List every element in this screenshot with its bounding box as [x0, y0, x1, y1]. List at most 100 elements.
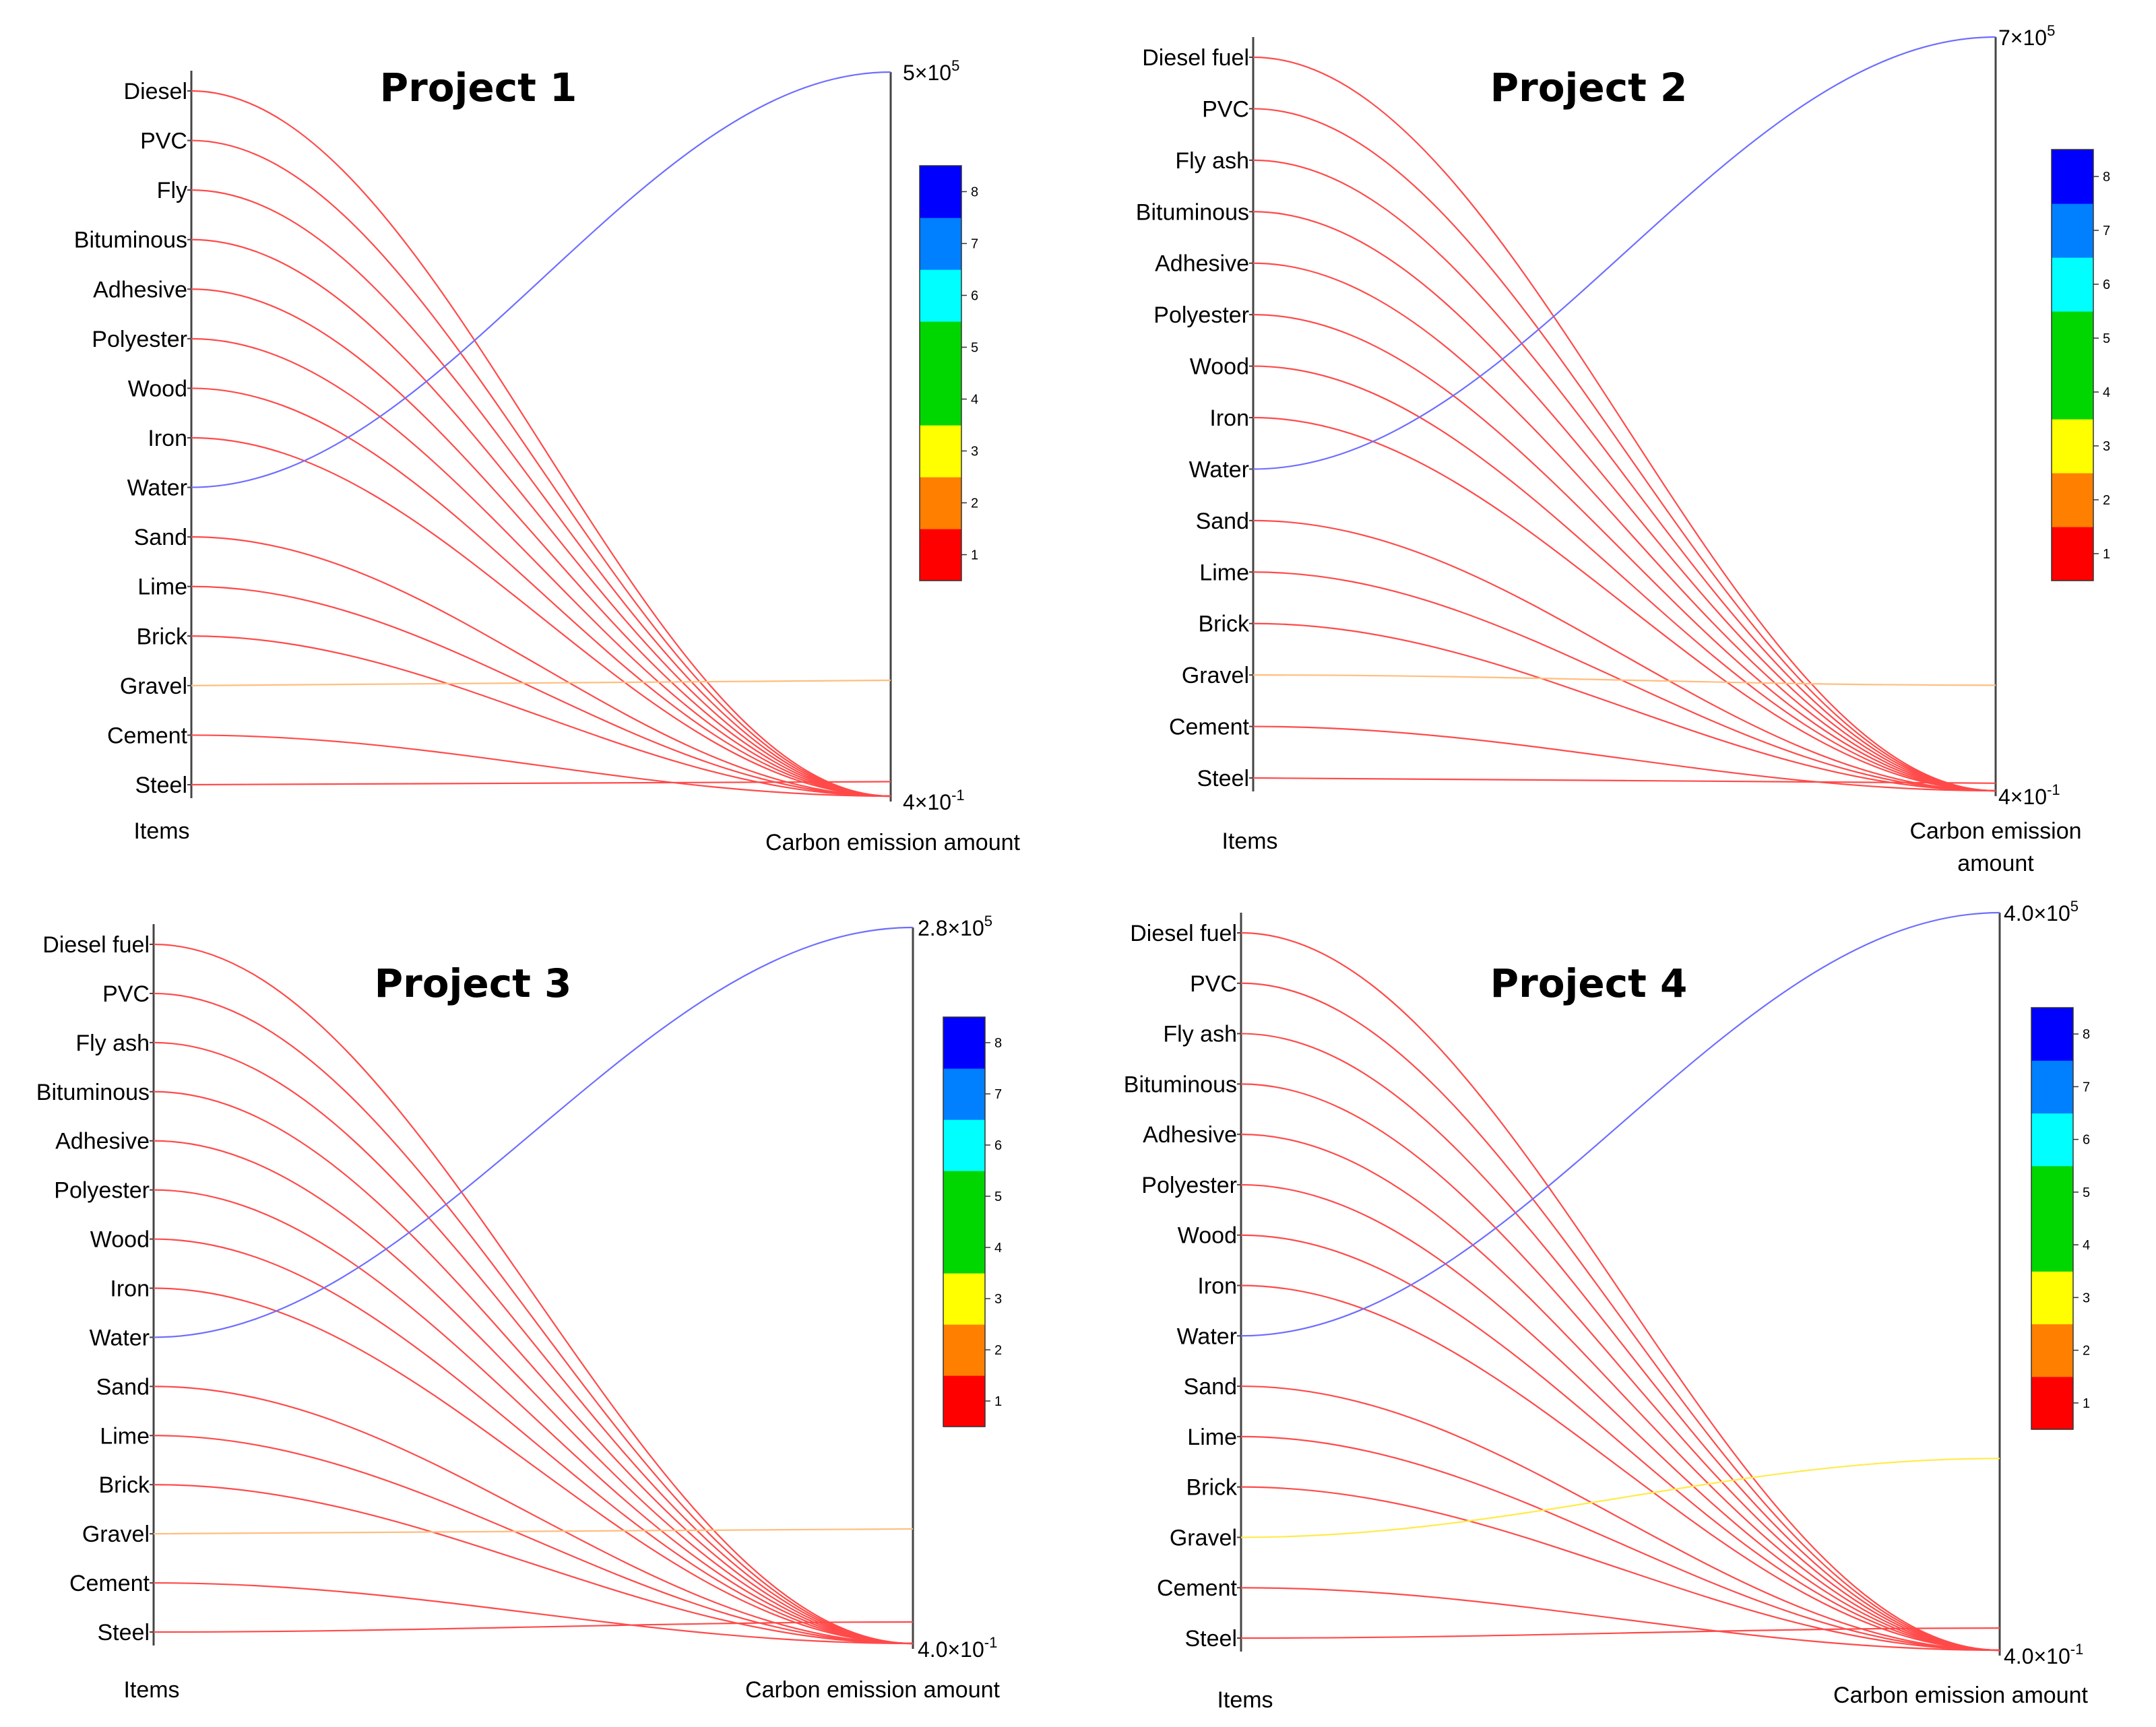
- line-pvc: [1253, 108, 1996, 792]
- item-label-adhesive: Adhesive: [93, 277, 187, 302]
- colorbar-tick-label: 3: [994, 1292, 1002, 1307]
- colorbar-segment: [2031, 1113, 2073, 1167]
- colorbar-tick-label: 2: [994, 1343, 1002, 1358]
- max-value-label: 2.8×105: [918, 913, 992, 940]
- colorbar-tick-label: 6: [971, 289, 978, 304]
- colorbar-segment: [2052, 473, 2093, 527]
- item-label-polyester: Polyester: [1141, 1173, 1237, 1198]
- colorbar-tick-label: 8: [2103, 170, 2110, 185]
- project-4-panel: Diesel fuel PVC Fly ash Bituminous Adhesive P…: [1124, 898, 2090, 1713]
- colorbar-segment: [2052, 419, 2093, 474]
- colorbar: 1 2 3 4 5 6 7 8: [2031, 1007, 2090, 1430]
- line-water: [1253, 36, 1996, 470]
- item-label-fly-ash: Fly ash: [1163, 1022, 1237, 1047]
- colorbar-tick-label: 5: [2103, 331, 2110, 346]
- item-label-bituminous: Bituminous: [1124, 1072, 1237, 1097]
- colorbar-segment: [943, 1171, 985, 1223]
- line-cement: [1253, 725, 1996, 792]
- line-sand: [153, 1386, 914, 1645]
- colorbar: 1 2 3 4 5 6 7 8: [919, 165, 978, 581]
- emission-axis-label: Carbon emission amount: [745, 1677, 1001, 1703]
- item-label-fly-ash: Fly ash: [75, 1031, 150, 1056]
- line-bituminous: [1240, 1083, 2000, 1652]
- line-diesel-fuel: [153, 943, 914, 1645]
- colorbar-segment: [2031, 1218, 2073, 1272]
- colorbar-tick-label: 8: [994, 1036, 1002, 1051]
- item-label-adhesive: Adhesive: [1155, 251, 1249, 277]
- colorbar-segment: [2031, 1060, 2073, 1114]
- line-diesel-fuel: [1253, 56, 1996, 792]
- item-label-diesel: Diesel: [124, 79, 187, 104]
- line-pvc: [191, 139, 891, 797]
- line-sand: [1253, 519, 1996, 792]
- item-label-pvc: PVC: [140, 129, 187, 154]
- emission-axis-label: Carbon emission: [1909, 818, 2081, 844]
- line-lime: [191, 585, 891, 797]
- colorbar-segment: [943, 1017, 985, 1069]
- line-cement: [191, 734, 891, 797]
- line-polyester: [191, 337, 891, 797]
- line-bituminous: [191, 238, 891, 797]
- item-label-wood: Wood: [1178, 1223, 1237, 1249]
- colorbar-segment: [2052, 257, 2093, 312]
- line-wood: [153, 1238, 914, 1645]
- item-label-gravel: Gravel: [120, 674, 187, 699]
- item-label-diesel-fuel: Diesel fuel: [42, 932, 150, 958]
- colorbar-segment: [943, 1273, 985, 1325]
- min-value-label: 4.0×10-1: [918, 1634, 997, 1662]
- item-label-gravel: Gravel: [82, 1522, 150, 1547]
- item-label-wood: Wood: [90, 1227, 150, 1253]
- colorbar-segment: [943, 1222, 985, 1274]
- line-iron: [191, 436, 891, 797]
- colorbar-tick-label: 1: [2103, 547, 2110, 562]
- line-fly: [191, 189, 891, 797]
- colorbar-segment: [920, 218, 961, 270]
- chart-title: Project 1: [380, 65, 577, 110]
- colorbar-tick-label: 7: [971, 237, 978, 252]
- colorbar: 1 2 3 4 5 6 7 8: [2051, 149, 2110, 581]
- line-brick: [1253, 622, 1996, 792]
- item-label-water: Water: [90, 1325, 150, 1350]
- items-axis-label: Items: [1222, 828, 1277, 854]
- project-3-panel: Diesel fuel PVC Fly ash Bituminous Adhesive P…: [36, 913, 1002, 1703]
- colorbar-segment: [2052, 150, 2093, 204]
- colorbar-tick-label: 4: [2103, 385, 2110, 400]
- item-label-polyester: Polyester: [1153, 302, 1249, 328]
- colorbar-segment: [2031, 1376, 2073, 1430]
- item-label-cement: Cement: [69, 1571, 150, 1596]
- colorbar-segment: [943, 1324, 985, 1376]
- line-iron: [1253, 416, 1996, 792]
- item-label-bituminous: Bituminous: [74, 228, 187, 253]
- line-bituminous: [1253, 211, 1996, 792]
- item-label-water: Water: [1189, 457, 1249, 482]
- colorbar-tick-label: 1: [2083, 1396, 2090, 1411]
- line-wood: [1240, 1234, 2000, 1652]
- chart-title: Project 2: [1490, 65, 1688, 110]
- line-lime: [1253, 571, 1996, 792]
- item-label-steel: Steel: [98, 1620, 150, 1645]
- item-label-steel: Steel: [135, 773, 188, 798]
- line-diesel: [191, 90, 891, 797]
- item-label-adhesive: Adhesive: [1143, 1122, 1237, 1148]
- colorbar-tick-label: 6: [2103, 278, 2110, 292]
- colorbar-tick-label: 1: [994, 1394, 1002, 1409]
- item-label-brick: Brick: [98, 1472, 150, 1498]
- line-lime: [1240, 1435, 2000, 1652]
- item-label-brick: Brick: [1186, 1475, 1238, 1501]
- colorbar-segment: [920, 477, 961, 529]
- line-pvc: [153, 992, 914, 1645]
- colorbar-tick-label: 6: [994, 1138, 1002, 1153]
- colorbar-segment: [943, 1119, 985, 1171]
- item-label-iron: Iron: [1197, 1274, 1237, 1299]
- item-label-gravel: Gravel: [1170, 1525, 1237, 1551]
- item-label-polyester: Polyester: [54, 1178, 150, 1204]
- colorbar-tick-label: 3: [2083, 1291, 2090, 1305]
- item-label-diesel-fuel: Diesel fuel: [1142, 45, 1249, 71]
- colorbar-tick-label: 4: [971, 393, 978, 408]
- project-1-panel: Diesel PVC Fly Bituminous Adhesive Polyester W…: [74, 57, 1021, 855]
- colorbar-tick-label: 5: [2083, 1185, 2090, 1200]
- colorbar-frame: [943, 1016, 986, 1427]
- items-axis-label: Items: [133, 818, 189, 844]
- line-adhesive: [1253, 262, 1996, 792]
